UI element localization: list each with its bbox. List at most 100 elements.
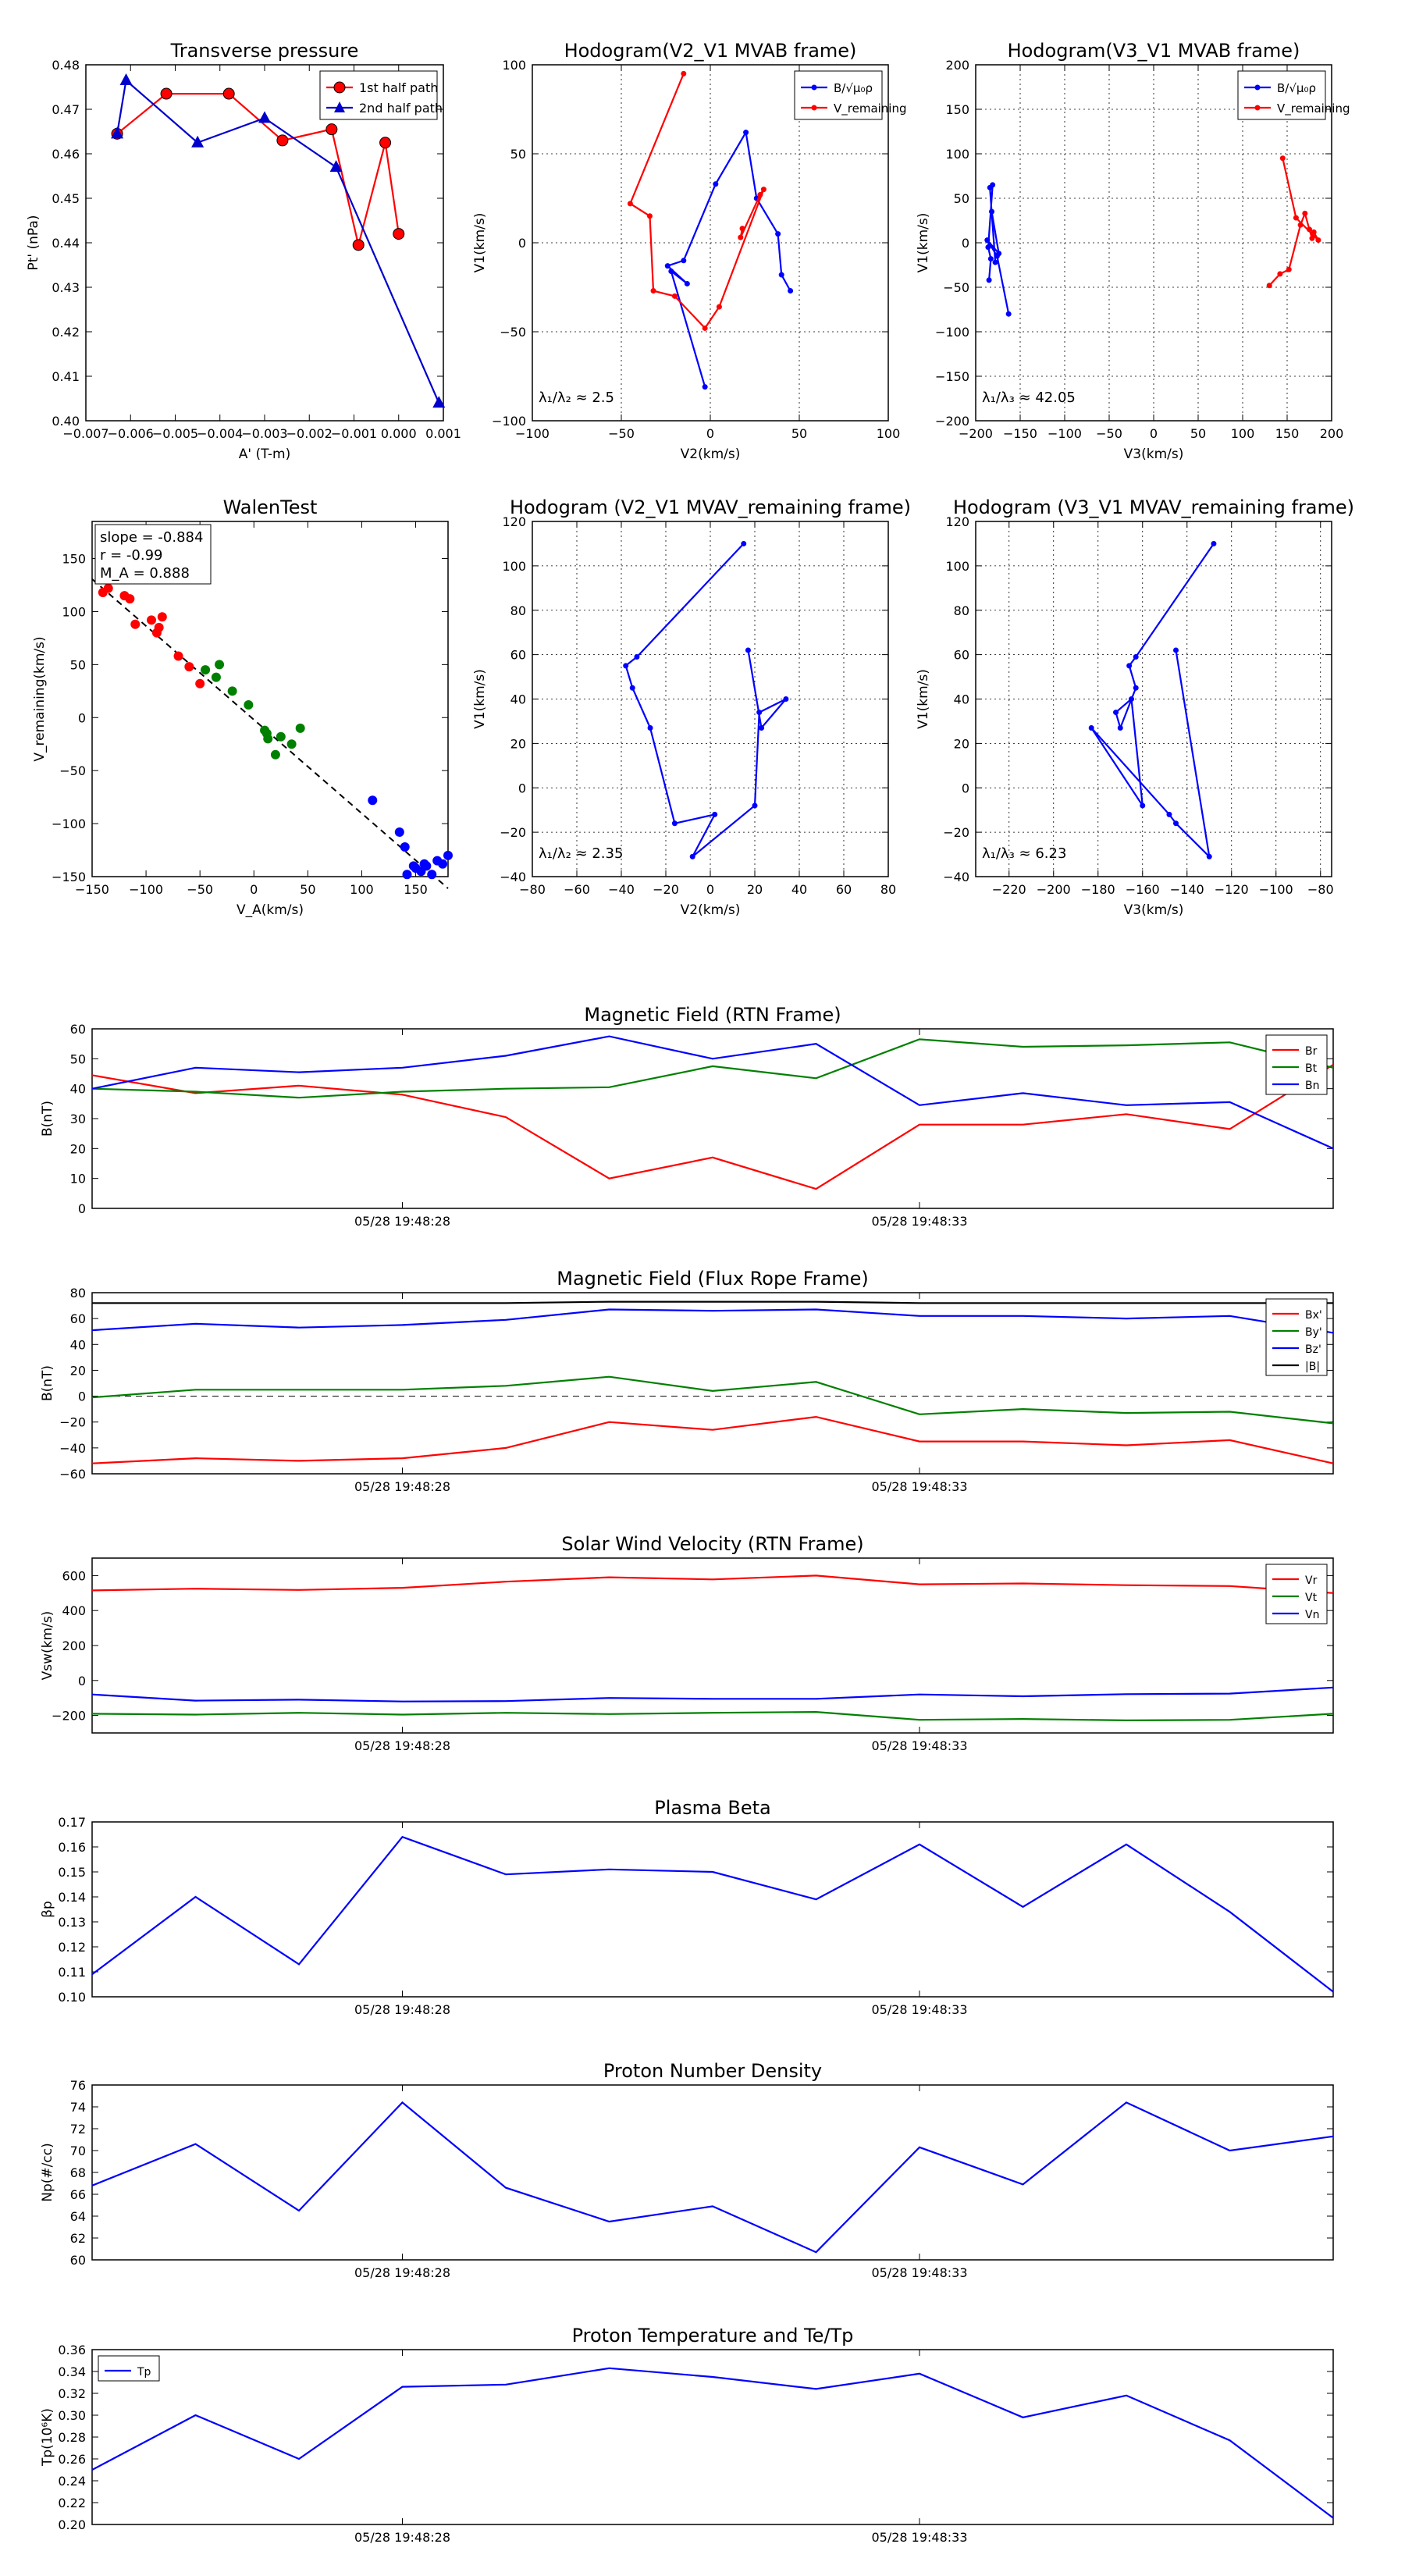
x-axis-label: V_A(km/s) (237, 902, 304, 918)
series-line (91, 1308, 1334, 1334)
x-tick-label: 0.000 (381, 426, 417, 441)
data-point (986, 277, 992, 283)
legend-label: Bz' (1305, 1343, 1321, 1356)
data-point (1166, 811, 1172, 817)
scatter-point (227, 686, 237, 696)
y-tick-label: 40 (70, 1082, 86, 1097)
y-tick-label: 0.41 (52, 369, 80, 384)
x-tick-label: −120 (1215, 882, 1249, 897)
y-tick-label: 100 (502, 559, 526, 574)
legend: Bx' By' Bz' |B| (1265, 1298, 1328, 1376)
data-point (1266, 283, 1272, 289)
x-tick-label: −100 (129, 882, 163, 897)
y-tick-label: 0.48 (52, 58, 80, 73)
x-tick-label: 50 (300, 882, 315, 897)
scatter-point (368, 795, 378, 806)
series-line (91, 1035, 1334, 1150)
data-point (627, 201, 633, 207)
x-tick-label: −180 (1081, 882, 1115, 897)
y-tick-label: 80 (510, 603, 526, 618)
data-point (987, 256, 994, 262)
chart-panel-3: WalenTest −150 −100 −50 0 50 100 150 −150 −100 −50… (32, 496, 453, 918)
scatter-point (103, 583, 113, 593)
legend-label: Vt (1305, 1592, 1318, 1604)
y-tick-label: 0 (518, 236, 526, 251)
data-point (745, 647, 751, 653)
x-axis-label: V3(km/s) (1124, 902, 1184, 918)
chart-title: Hodogram (V2_V1 MVAV_remaining frame) (510, 496, 911, 518)
data-point (623, 663, 629, 669)
y-tick-label: 68 (70, 2165, 86, 2180)
x-tick-label: 05/28 19:48:33 (871, 1214, 967, 1229)
x-tick-label: 05/28 19:48:33 (871, 1479, 967, 1494)
data-point (629, 685, 635, 691)
chart-title: Magnetic Field (RTN Frame) (584, 1004, 841, 1026)
data-point (992, 259, 998, 265)
x-tick-label: 0 (706, 426, 714, 441)
data-point (712, 811, 718, 817)
data-point (989, 208, 995, 215)
scatter-point (173, 651, 183, 661)
y-tick-label: 40 (954, 692, 969, 707)
y-tick-label: 0.16 (58, 1840, 86, 1855)
y-tick-label: 60 (70, 1022, 86, 1037)
x-tick-label: 05/28 19:48:28 (354, 1214, 450, 1229)
scatter-point (394, 827, 404, 837)
y-tick-label: −50 (59, 763, 86, 778)
data-point (1206, 853, 1212, 859)
y-tick-label: 0.28 (58, 2430, 86, 2445)
x-tick-label: −0.006 (108, 426, 154, 441)
data-point (713, 181, 719, 187)
chart-panel-6: Magnetic Field (RTN Frame) 0 10 20 30 40 50 60 0… (40, 1004, 1334, 1229)
y-tick-label: 0.44 (52, 236, 80, 251)
data-point (1293, 215, 1299, 221)
legend-label: B/√μ₀ρ (834, 81, 873, 95)
y-tick-label: 0.32 (58, 2386, 86, 2401)
data-point (752, 802, 758, 809)
y-tick-label: −20 (943, 825, 969, 840)
data-point (1088, 724, 1094, 731)
x-axis-label: A' (T-m) (239, 447, 291, 462)
ratio-annotation: λ₁/λ₃ ≈ 42.05 (982, 390, 1076, 406)
scatter-point (147, 615, 156, 625)
x-tick-label: −50 (608, 426, 635, 441)
scatter-point (286, 739, 297, 749)
data-point (1286, 266, 1292, 272)
y-axis-label: B(nT) (40, 1365, 55, 1401)
chart-panel-0: Transverse pressure 0.40 0.41 0.42 0.43 0.44 0… (26, 40, 461, 462)
chart-title: Hodogram(V2_V1 MVAB frame) (564, 40, 857, 62)
y-tick-label: 0.13 (58, 1915, 86, 1930)
y-tick-label: 0 (78, 710, 86, 725)
data-point (987, 184, 993, 190)
x-tick-label: 05/28 19:48:33 (871, 2002, 967, 2017)
chart-title: Proton Temperature and Te/Tp (572, 2325, 854, 2347)
y-tick-label: 0 (78, 1389, 86, 1404)
legend-label: Bt (1305, 1062, 1318, 1075)
plot-frame (91, 1028, 1334, 1209)
legend-label: Bn (1305, 1080, 1319, 1092)
scatter-point (125, 594, 135, 604)
y-axis-label: Pt' (nPa) (26, 215, 41, 271)
x-tick-label: −200 (959, 426, 993, 441)
y-tick-label: 0.24 (58, 2474, 86, 2489)
data-point (1315, 237, 1321, 244)
x-tick-label: 05/28 19:48:28 (354, 1479, 450, 1494)
y-tick-label: 0 (962, 781, 969, 795)
y-tick-label: 60 (70, 2253, 86, 2268)
y-tick-label: −50 (943, 280, 969, 295)
y-tick-label: 0.26 (58, 2452, 86, 2467)
y-tick-label: 0.12 (58, 1940, 86, 1955)
x-tick-label: −50 (187, 882, 213, 897)
y-tick-label: 600 (62, 1568, 86, 1583)
y-tick-label: 60 (510, 648, 526, 663)
y-tick-label: 200 (62, 1638, 86, 1653)
y-tick-label: 20 (70, 1363, 86, 1378)
y-tick-label: 100 (62, 604, 86, 619)
y-tick-label: 80 (70, 1286, 86, 1300)
x-tick-label: 40 (791, 882, 807, 897)
y-tick-label: 0.36 (58, 2343, 86, 2357)
scatter-point (438, 859, 448, 869)
y-tick-label: 200 (945, 58, 969, 73)
y-tick-label: 30 (70, 1112, 86, 1126)
legend-marker (811, 84, 817, 91)
